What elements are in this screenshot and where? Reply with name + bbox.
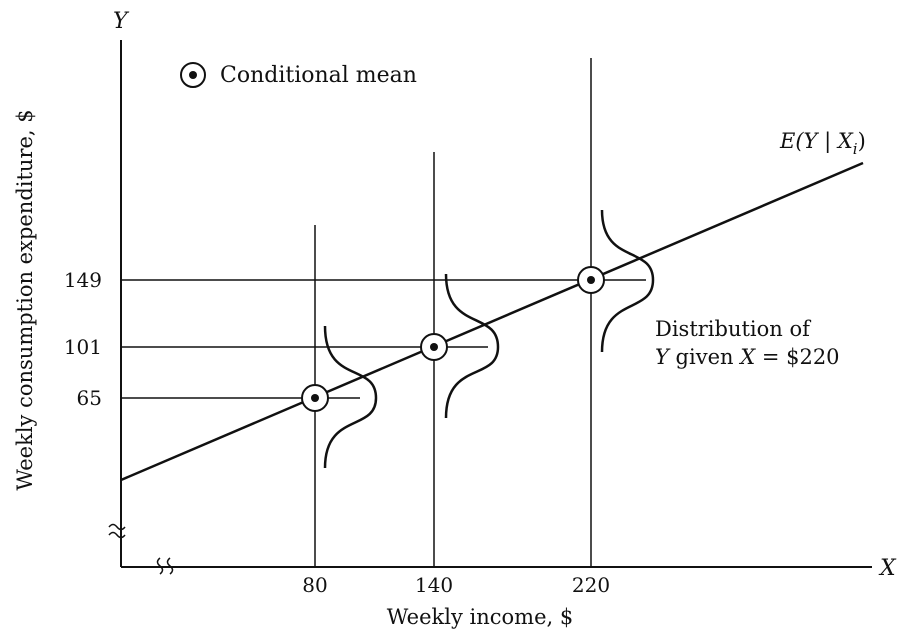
regression-line xyxy=(120,161,864,482)
legend-label: Conditional mean xyxy=(220,63,417,88)
x-axis-title: Weekly income, $ xyxy=(387,605,573,629)
x-tick-label-80: 80 xyxy=(302,573,327,597)
distribution-annotation: Distribution of Y given X = $220 xyxy=(655,317,840,369)
distribution-curve-220 xyxy=(600,209,655,353)
x-tick-label-220: 220 xyxy=(572,573,610,597)
y-tick-label-149: 149 xyxy=(64,268,102,292)
annotation-y: Y xyxy=(655,345,671,369)
regression-line-label: E(Y | Xi) xyxy=(779,129,866,158)
legend: Conditional mean xyxy=(180,62,417,88)
distribution-curve-140 xyxy=(444,273,500,419)
annotation-line-1: Distribution of xyxy=(655,317,812,341)
regression-label-var: X xyxy=(836,129,854,153)
y-axis-break-icon xyxy=(108,523,126,539)
regression-label-suffix: ) xyxy=(858,129,866,153)
annotation-x: X xyxy=(738,345,756,369)
annotation-line-2: Y given X = $220 xyxy=(655,345,840,369)
conditional-mean-point-140 xyxy=(420,333,448,361)
y-tick-label-101: 101 xyxy=(64,335,102,359)
x-tick-label-140: 140 xyxy=(415,573,453,597)
x-axis-letter: X xyxy=(878,556,897,581)
y-tick-label-65: 65 xyxy=(77,386,102,410)
distribution-curve-80 xyxy=(323,325,378,469)
conditional-mean-point-220 xyxy=(577,266,605,294)
conditional-mean-point-80 xyxy=(301,384,329,412)
x-axis-break-icon xyxy=(156,557,174,575)
y-axis-title: Weekly consumption expenditure, $ xyxy=(13,109,37,490)
y-axis-letter: Y xyxy=(113,9,130,34)
legend-circled-dot-icon xyxy=(180,62,206,88)
annotation-value: = $220 xyxy=(755,345,839,369)
annotation-given: given xyxy=(669,345,740,369)
regression-label-prefix: E(Y xyxy=(779,129,820,153)
regression-label-bar: | xyxy=(817,129,837,154)
regression-label-sub: i xyxy=(853,140,858,158)
